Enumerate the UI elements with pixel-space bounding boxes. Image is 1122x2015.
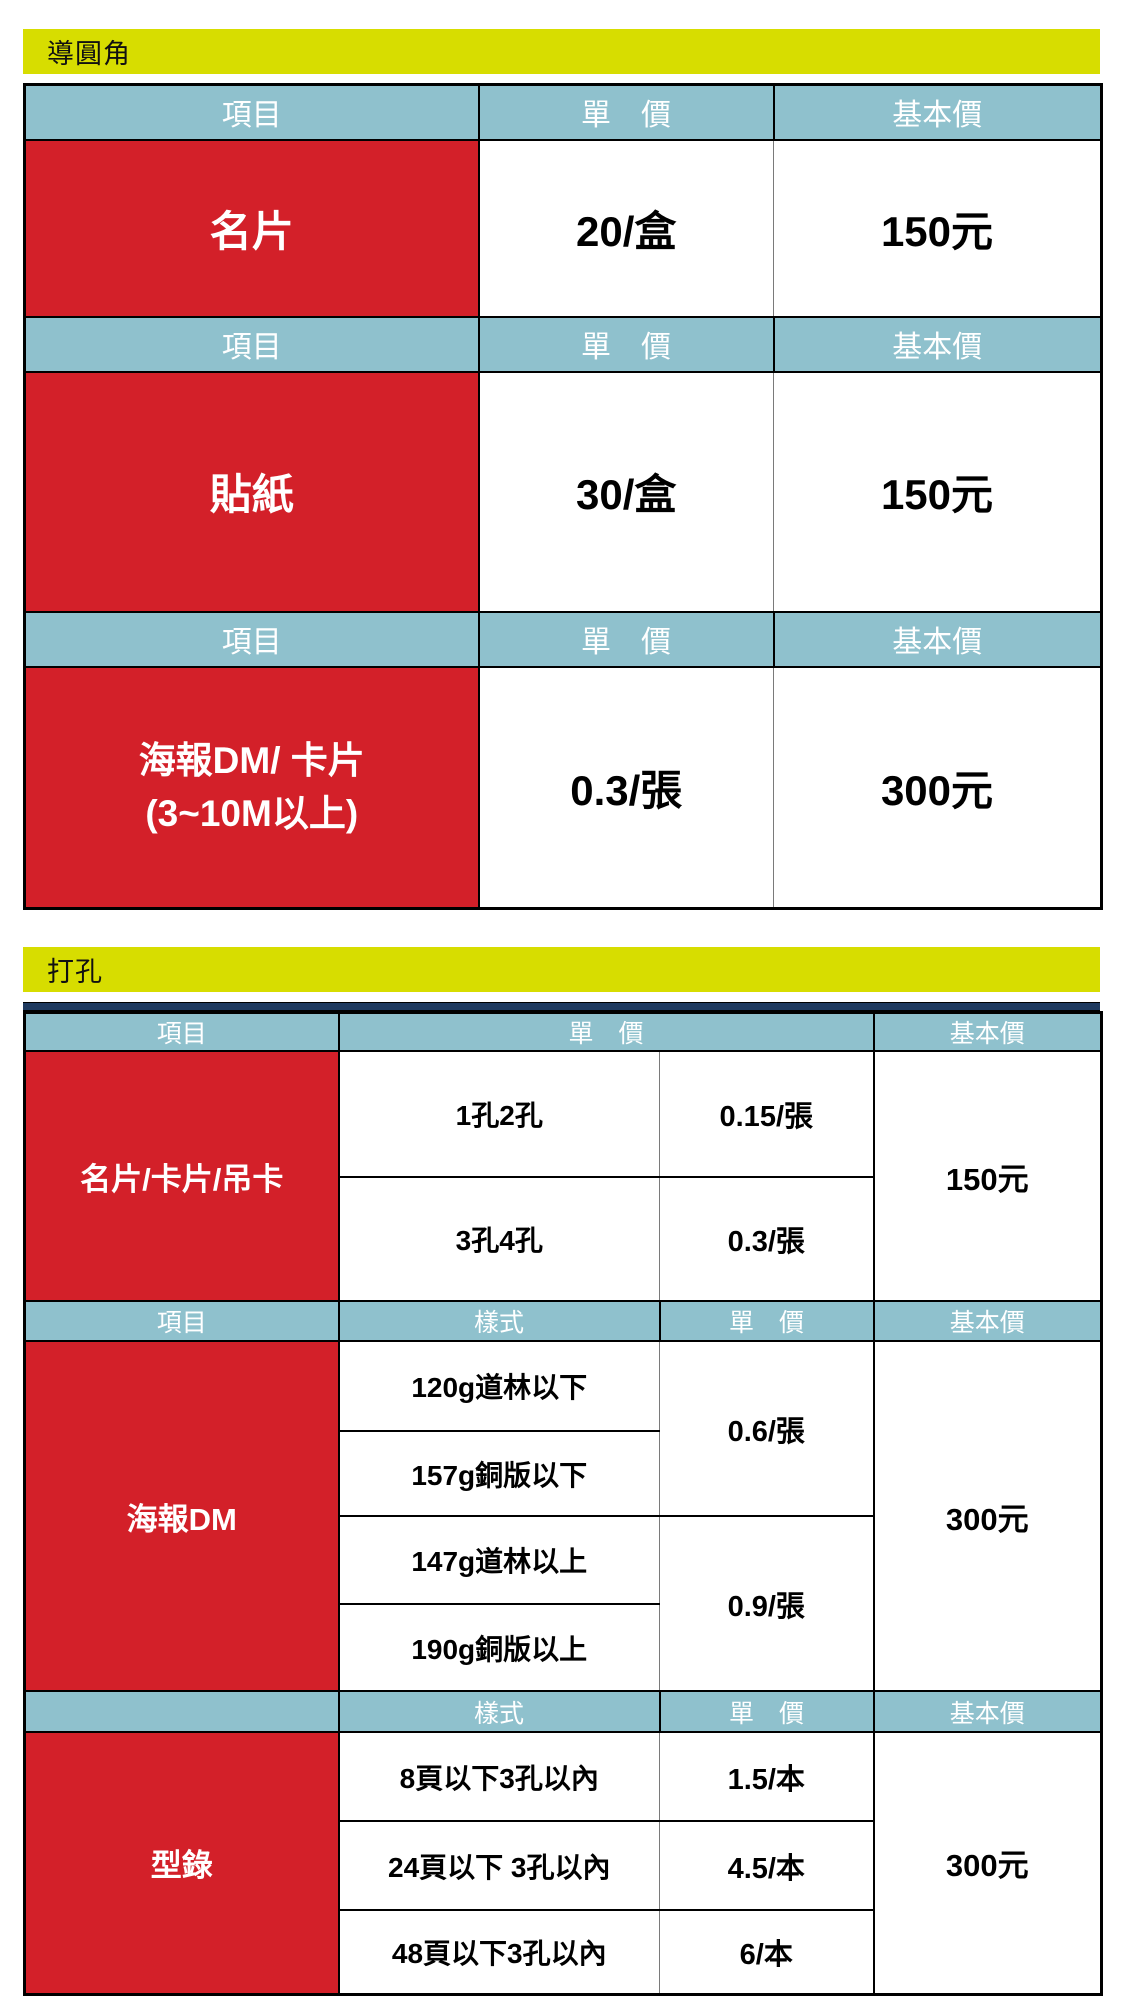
style-cell: 147g道林以上	[337, 1515, 660, 1605]
style-cell: 1孔2孔	[337, 1050, 660, 1178]
header-cell-base-price: 基本價	[772, 315, 1103, 373]
unit-price-cell: 4.5/本	[658, 1820, 875, 1911]
round-corner-price-table: 項目 單 價 基本價 名片 20/盒 150元 項目 單 價 基本價 貼紙 30…	[23, 83, 1103, 910]
table-row-card-holes-1-2: 名片/卡片/吊卡 1孔2孔 0.15/張 150元	[23, 1050, 1103, 1302]
header-row: 項目 單 價 基本價	[23, 610, 1103, 668]
header-cell-base-price: 基本價	[772, 83, 1103, 141]
item-cell: 名片	[23, 138, 480, 318]
header-cell-item: 項目	[23, 1300, 340, 1342]
base-price-cell: 300元	[872, 1340, 1103, 1692]
table-row-poster-147g: 147g道林以上 0.9/張	[25, 1515, 1102, 1692]
table-row-poster-190g: 190g銅版以上	[25, 1603, 1102, 1692]
base-price-cell: 300元	[773, 665, 1103, 910]
section-title-punching: 打孔	[23, 947, 1100, 992]
style-cell: 48頁以下3孔以內	[337, 1909, 660, 1995]
table-row-catalog-8p: 型錄 8頁以下3孔以內 1.5/本 300元	[23, 1731, 1103, 1995]
style-cell: 24頁以下 3孔以內	[337, 1820, 660, 1911]
unit-price-cell: 0.3/張	[658, 1176, 875, 1302]
item-cell: 海報DM	[23, 1340, 340, 1692]
header-cell-unit-price: 單 價	[658, 1690, 875, 1733]
table-row-catalog-24p: 24頁以下 3孔以內 4.5/本	[25, 1820, 1102, 1911]
header-cell-style: 樣式	[337, 1300, 661, 1342]
unit-price-cell: 0.6/張	[658, 1340, 875, 1517]
header-cell-unit-price: 單 價	[337, 1011, 875, 1052]
table-row-catalog-48p: 48頁以下3孔以內 6/本	[25, 1909, 1102, 1995]
unit-price-cell: 0.3/張	[477, 665, 774, 910]
header-cell-base-price: 基本價	[772, 610, 1103, 668]
table-row-card-holes-3-4: 3孔4孔 0.3/張	[25, 1176, 1102, 1302]
header-cell-blank	[23, 1690, 340, 1733]
unit-price-cell: 20/盒	[477, 138, 774, 318]
unit-price-cell: 1.5/本	[658, 1731, 875, 1822]
header-cell-base-price: 基本價	[872, 1690, 1103, 1733]
item-cell: 海報DM/ 卡片 (3~10M以上)	[23, 665, 480, 910]
header-row: 項目 樣式 單 價 基本價	[23, 1300, 1103, 1342]
header-cell-item: 項目	[23, 1011, 340, 1052]
table-row-poster-dm-card: 海報DM/ 卡片 (3~10M以上) 0.3/張 300元	[23, 665, 1103, 910]
navy-divider-rule	[23, 1002, 1100, 1011]
header-cell-unit-price: 單 價	[477, 610, 775, 668]
table-row-poster-120g: 海報DM 120g道林以下 0.6/張 300元	[23, 1340, 1103, 1692]
style-cell: 190g銅版以上	[337, 1603, 660, 1692]
price-sheet-content: 導圓角 項目 單 價 基本價 名片 20/盒 150元 項目	[23, 0, 1104, 1996]
unit-price-cell: 6/本	[658, 1909, 875, 1995]
header-row: 項目 單 價 基本價	[23, 315, 1103, 373]
header-cell-unit-price: 單 價	[658, 1300, 875, 1342]
unit-price-cell: 0.15/張	[658, 1050, 875, 1178]
header-row: 樣式 單 價 基本價	[23, 1690, 1103, 1733]
style-cell: 120g道林以下	[337, 1340, 660, 1432]
header-cell-item: 項目	[23, 83, 480, 141]
item-cell: 型錄	[23, 1731, 340, 1995]
item-cell: 名片/卡片/吊卡	[23, 1050, 340, 1302]
header-cell-unit-price: 單 價	[477, 83, 775, 141]
header-cell-item: 項目	[23, 315, 480, 373]
style-cell: 3孔4孔	[337, 1176, 660, 1302]
style-cell: 8頁以下3孔以內	[337, 1731, 660, 1822]
punching-price-table: 項目 單 價 基本價 名片/卡片/吊卡 1孔2孔 0.15/張 150元 3孔4…	[23, 1011, 1104, 1996]
header-cell-base-price: 基本價	[872, 1300, 1103, 1342]
header-cell-base-price: 基本價	[872, 1011, 1103, 1052]
header-row: 項目 單 價 基本價	[23, 83, 1103, 141]
item-cell: 貼紙	[23, 370, 480, 613]
header-cell-unit-price: 單 價	[477, 315, 775, 373]
base-price-cell: 300元	[872, 1731, 1103, 1995]
table-row-sticker: 貼紙 30/盒 150元	[23, 370, 1103, 613]
table-row-poster-157g: 157g銅版以下	[25, 1430, 1102, 1517]
section-title-round-corner: 導圓角	[23, 29, 1100, 74]
header-row: 項目 單 價 基本價	[23, 1011, 1103, 1052]
base-price-cell: 150元	[773, 370, 1103, 613]
base-price-cell: 150元	[872, 1050, 1103, 1302]
header-cell-style: 樣式	[337, 1690, 661, 1733]
header-cell-item: 項目	[23, 610, 480, 668]
table-row-business-card: 名片 20/盒 150元	[23, 138, 1103, 318]
unit-price-cell: 30/盒	[477, 370, 774, 613]
style-cell: 157g銅版以下	[337, 1430, 660, 1517]
unit-price-cell: 0.9/張	[658, 1515, 875, 1692]
base-price-cell: 150元	[773, 138, 1103, 318]
